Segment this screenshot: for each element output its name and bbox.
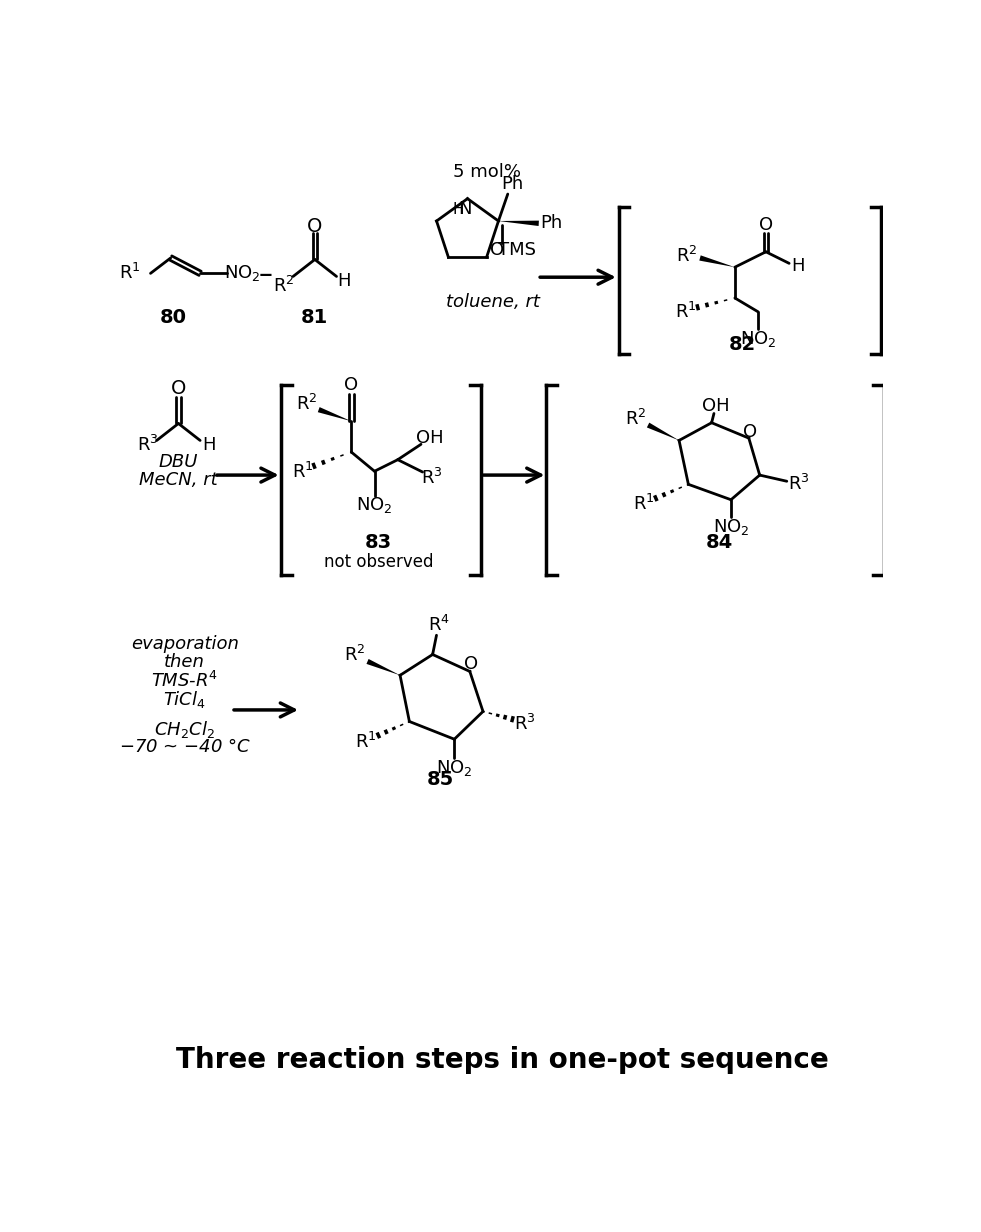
Text: Ph: Ph [501, 175, 524, 193]
Text: O: O [744, 423, 757, 441]
Polygon shape [498, 221, 539, 225]
Text: R$^2$: R$^2$ [625, 409, 646, 429]
Text: $-$70 ~ $-$40 °C: $-$70 ~ $-$40 °C [119, 738, 250, 756]
Text: O: O [759, 216, 773, 234]
Text: R$^3$: R$^3$ [136, 435, 158, 455]
Text: O: O [464, 654, 479, 673]
Text: 82: 82 [729, 335, 756, 354]
Polygon shape [367, 659, 400, 675]
Polygon shape [699, 255, 735, 267]
Text: 83: 83 [365, 533, 392, 552]
Text: H: H [337, 272, 351, 290]
Text: OH: OH [417, 429, 444, 447]
Text: R$^3$: R$^3$ [788, 474, 809, 494]
Text: OH: OH [701, 397, 729, 415]
Text: R$^2$: R$^2$ [273, 276, 294, 297]
Text: NO$_2$: NO$_2$ [436, 759, 473, 779]
Text: then: then [164, 653, 205, 671]
Text: H: H [792, 256, 805, 275]
Text: R$^2$: R$^2$ [344, 646, 366, 665]
Text: H: H [203, 436, 216, 455]
Text: 85: 85 [427, 770, 454, 788]
Text: R$^3$: R$^3$ [514, 713, 536, 734]
Text: O: O [307, 217, 323, 235]
Text: H: H [452, 202, 464, 217]
Text: R$^3$: R$^3$ [421, 468, 442, 488]
Text: evaporation: evaporation [130, 636, 238, 653]
Text: not observed: not observed [324, 553, 434, 572]
Text: 5 mol%: 5 mol% [453, 164, 521, 181]
Text: R$^1$: R$^1$ [291, 462, 313, 482]
Text: NO$_2$: NO$_2$ [356, 495, 392, 515]
Text: R$^1$: R$^1$ [675, 302, 697, 322]
Text: NO$_2$: NO$_2$ [740, 329, 776, 349]
Text: O: O [490, 241, 504, 259]
Text: R$^4$: R$^4$ [428, 615, 450, 636]
Polygon shape [318, 407, 351, 421]
Text: 80: 80 [160, 308, 186, 326]
Text: R$^2$: R$^2$ [676, 245, 697, 266]
Text: DBU: DBU [159, 453, 198, 471]
Text: TMS: TMS [498, 241, 536, 259]
Text: –: – [259, 261, 273, 288]
Text: 81: 81 [301, 308, 329, 326]
Text: toluene, rt: toluene, rt [446, 293, 540, 310]
Text: NO$_2$: NO$_2$ [225, 264, 261, 283]
Text: TMS-R$^4$: TMS-R$^4$ [151, 670, 218, 691]
Text: O: O [171, 379, 186, 398]
Text: R$^1$: R$^1$ [355, 732, 377, 752]
Text: O: O [344, 376, 358, 394]
Text: TiCl$_4$: TiCl$_4$ [163, 689, 206, 710]
Text: MeCN, rt: MeCN, rt [139, 472, 218, 489]
Text: Three reaction steps in one-pot sequence: Three reaction steps in one-pot sequence [176, 1046, 829, 1074]
Text: 84: 84 [705, 533, 733, 552]
Text: R$^2$: R$^2$ [295, 394, 317, 414]
Text: R$^1$: R$^1$ [633, 494, 654, 515]
Text: N: N [458, 201, 472, 218]
Text: NO$_2$: NO$_2$ [713, 516, 749, 537]
Polygon shape [646, 423, 679, 440]
Text: Ph: Ph [540, 214, 562, 233]
Text: CH$_2$Cl$_2$: CH$_2$Cl$_2$ [154, 718, 215, 739]
Text: R$^1$: R$^1$ [119, 264, 140, 283]
